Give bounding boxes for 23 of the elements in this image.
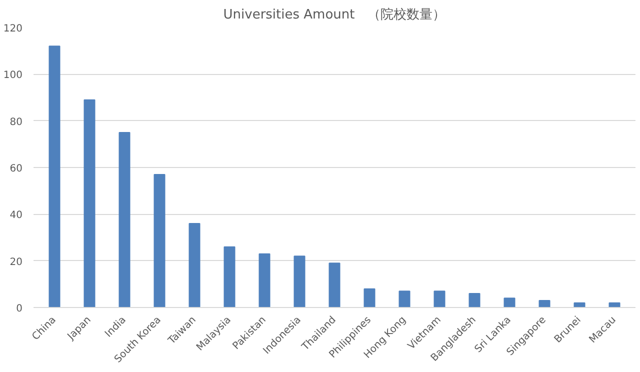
y-tick-label: 20	[10, 256, 23, 268]
bar	[398, 290, 410, 308]
bar	[328, 262, 340, 308]
bar	[294, 256, 306, 308]
bar	[364, 288, 376, 308]
bar	[118, 132, 130, 308]
y-tick-label: 40	[10, 210, 23, 222]
bar	[538, 300, 550, 308]
bar	[224, 246, 236, 308]
bar	[468, 293, 480, 308]
chart-title: Universities Amount （院校数量）	[223, 8, 446, 22]
bar	[434, 290, 446, 308]
bar	[504, 298, 516, 308]
y-tick-label: 60	[10, 164, 23, 174]
bar	[154, 174, 166, 308]
y-tick-label: 100	[3, 70, 23, 82]
bar	[258, 253, 270, 308]
y-tick-label: 80	[10, 116, 23, 128]
bar	[84, 99, 96, 308]
y-tick-label: 120	[3, 24, 23, 34]
y-tick-label: 0	[16, 304, 23, 314]
bar	[188, 223, 200, 308]
bar	[48, 46, 60, 308]
